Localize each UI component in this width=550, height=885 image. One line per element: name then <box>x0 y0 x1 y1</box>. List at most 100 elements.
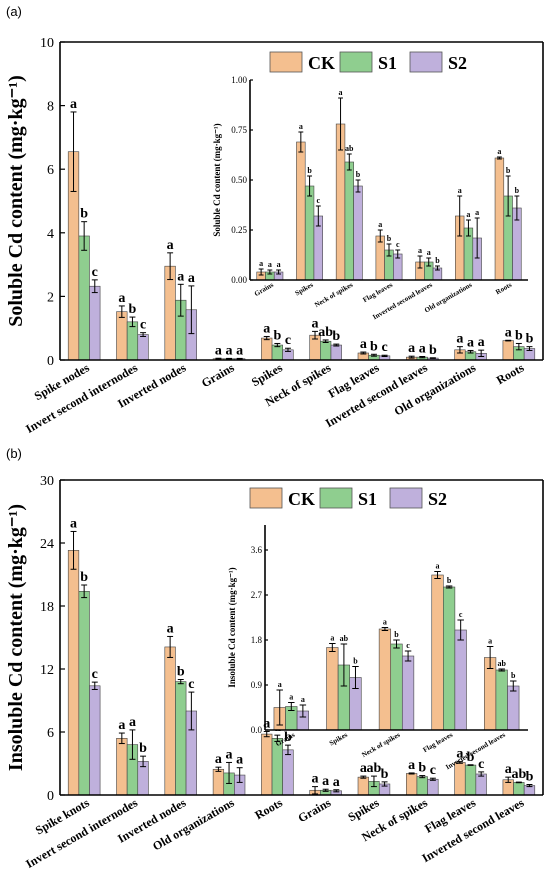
category-label: Roots <box>494 360 527 387</box>
significance-letter: a <box>330 634 334 643</box>
significance-letter: c <box>478 757 484 772</box>
significance-letter: a <box>188 271 195 286</box>
bar-s2 <box>401 655 415 731</box>
significance-letter: a <box>427 248 431 257</box>
bar-ck <box>502 340 514 361</box>
significance-letter: b <box>307 166 312 175</box>
bar-s1 <box>495 669 508 731</box>
legend-swatch-s1 <box>319 487 353 509</box>
significance-letter: a <box>383 618 387 627</box>
category-label: Grains <box>253 281 275 298</box>
significance-letter: a <box>129 715 136 730</box>
category-label: Roots <box>252 795 285 822</box>
bar-ck <box>212 768 225 796</box>
bar-s1 <box>175 681 187 796</box>
bar-ck <box>326 647 339 731</box>
category-label: Spikes <box>328 731 349 748</box>
significance-letter: a <box>360 337 367 352</box>
significance-letter: b <box>129 302 137 317</box>
significance-letter: a <box>215 343 222 358</box>
legend-swatch-ck <box>249 487 283 509</box>
bar-s2 <box>330 344 342 361</box>
significance-letter: a <box>299 122 303 131</box>
y-tick-label: 12 <box>40 663 54 678</box>
bar-ck <box>261 337 273 361</box>
significance-letter: a <box>466 210 470 219</box>
y-tick-label: 1.8 <box>251 635 263 645</box>
significance-letter: a <box>278 680 282 689</box>
bar-s1 <box>416 776 428 796</box>
bar-s1 <box>443 586 456 731</box>
significance-letter: b <box>447 576 452 585</box>
significance-letter: b <box>526 770 534 785</box>
significance-letter: b <box>394 630 399 639</box>
significance-letter: c <box>406 641 410 650</box>
significance-letter: c <box>140 318 146 333</box>
significance-letter: a <box>226 343 233 358</box>
category-label: Flag leaves <box>422 731 455 754</box>
bar-s1 <box>126 321 139 361</box>
significance-letter: a <box>236 343 243 358</box>
significance-letter: b <box>435 256 440 265</box>
y-tick-label: 10 <box>40 36 54 51</box>
significance-letter: a <box>497 147 501 156</box>
bar-s1 <box>78 235 90 361</box>
y-tick-label: 8 <box>47 100 54 115</box>
bar-s1 <box>271 344 283 361</box>
y-tick-label: 6 <box>47 726 54 741</box>
y-tick-label: 0 <box>47 789 54 804</box>
significance-letter: a <box>456 332 463 347</box>
significance-letter: b <box>80 207 88 222</box>
category-label: Spikes <box>346 795 382 824</box>
significance-letter: b <box>467 750 475 765</box>
y-tick-label: 0.75 <box>231 125 247 135</box>
significance-letter: c <box>381 340 387 355</box>
y-tick-label: 30 <box>40 474 54 489</box>
significance-letter: a <box>70 516 77 531</box>
significance-letter: b <box>387 234 392 243</box>
significance-letter: b <box>511 671 516 680</box>
significance-letter: a <box>118 291 125 306</box>
significance-letter: a <box>226 747 233 762</box>
significance-letter: a <box>360 761 367 776</box>
y-tick-label: 18 <box>40 600 54 615</box>
bar-ck <box>261 733 273 796</box>
y-tick-label: 0.50 <box>231 175 247 185</box>
significance-letter: ab <box>511 767 526 782</box>
significance-letter: a <box>167 621 174 636</box>
panel-label-a: (a) <box>6 4 22 19</box>
significance-letter: a <box>436 562 440 571</box>
significance-letter: a <box>418 246 422 255</box>
significance-letter: ab <box>318 325 333 340</box>
category-label: Spikes <box>249 360 285 389</box>
y-tick-label: 3.6 <box>251 545 263 555</box>
legend-label-ck: CK <box>288 489 315 509</box>
legend-label-s1: S1 <box>378 53 397 73</box>
significance-letter: a <box>259 259 263 268</box>
category-label: Grains <box>296 795 334 825</box>
category-label: Neck of spikes <box>313 281 354 309</box>
significance-letter: b <box>356 170 361 179</box>
significance-letter: a <box>312 772 319 787</box>
significance-letter: ab <box>497 659 506 668</box>
significance-letter: a <box>419 342 426 357</box>
bar-s2 <box>353 185 363 281</box>
bar-ck <box>378 628 392 731</box>
category-label: Old organizations <box>150 795 237 853</box>
significance-letter: a <box>277 260 281 269</box>
bar-ck <box>164 646 176 796</box>
bar-ck <box>116 311 128 361</box>
bar-ck <box>164 265 176 361</box>
significance-letter: c <box>188 677 194 692</box>
inset-chart-a: 0.000.250.500.751.00aaaaaaaababbaabacbcb… <box>212 75 528 321</box>
y-tick-label: 4 <box>47 227 54 242</box>
category-label: Roots <box>494 281 513 297</box>
significance-letter: a <box>475 208 479 217</box>
bar-s2 <box>507 685 520 731</box>
y-tick-label: 0.25 <box>231 225 247 235</box>
bar-ck <box>67 550 80 796</box>
significance-letter: a <box>312 316 319 331</box>
y-tick-label: 24 <box>40 537 54 552</box>
y-tick-label: 0.00 <box>231 275 247 285</box>
significance-letter: b <box>332 329 340 344</box>
